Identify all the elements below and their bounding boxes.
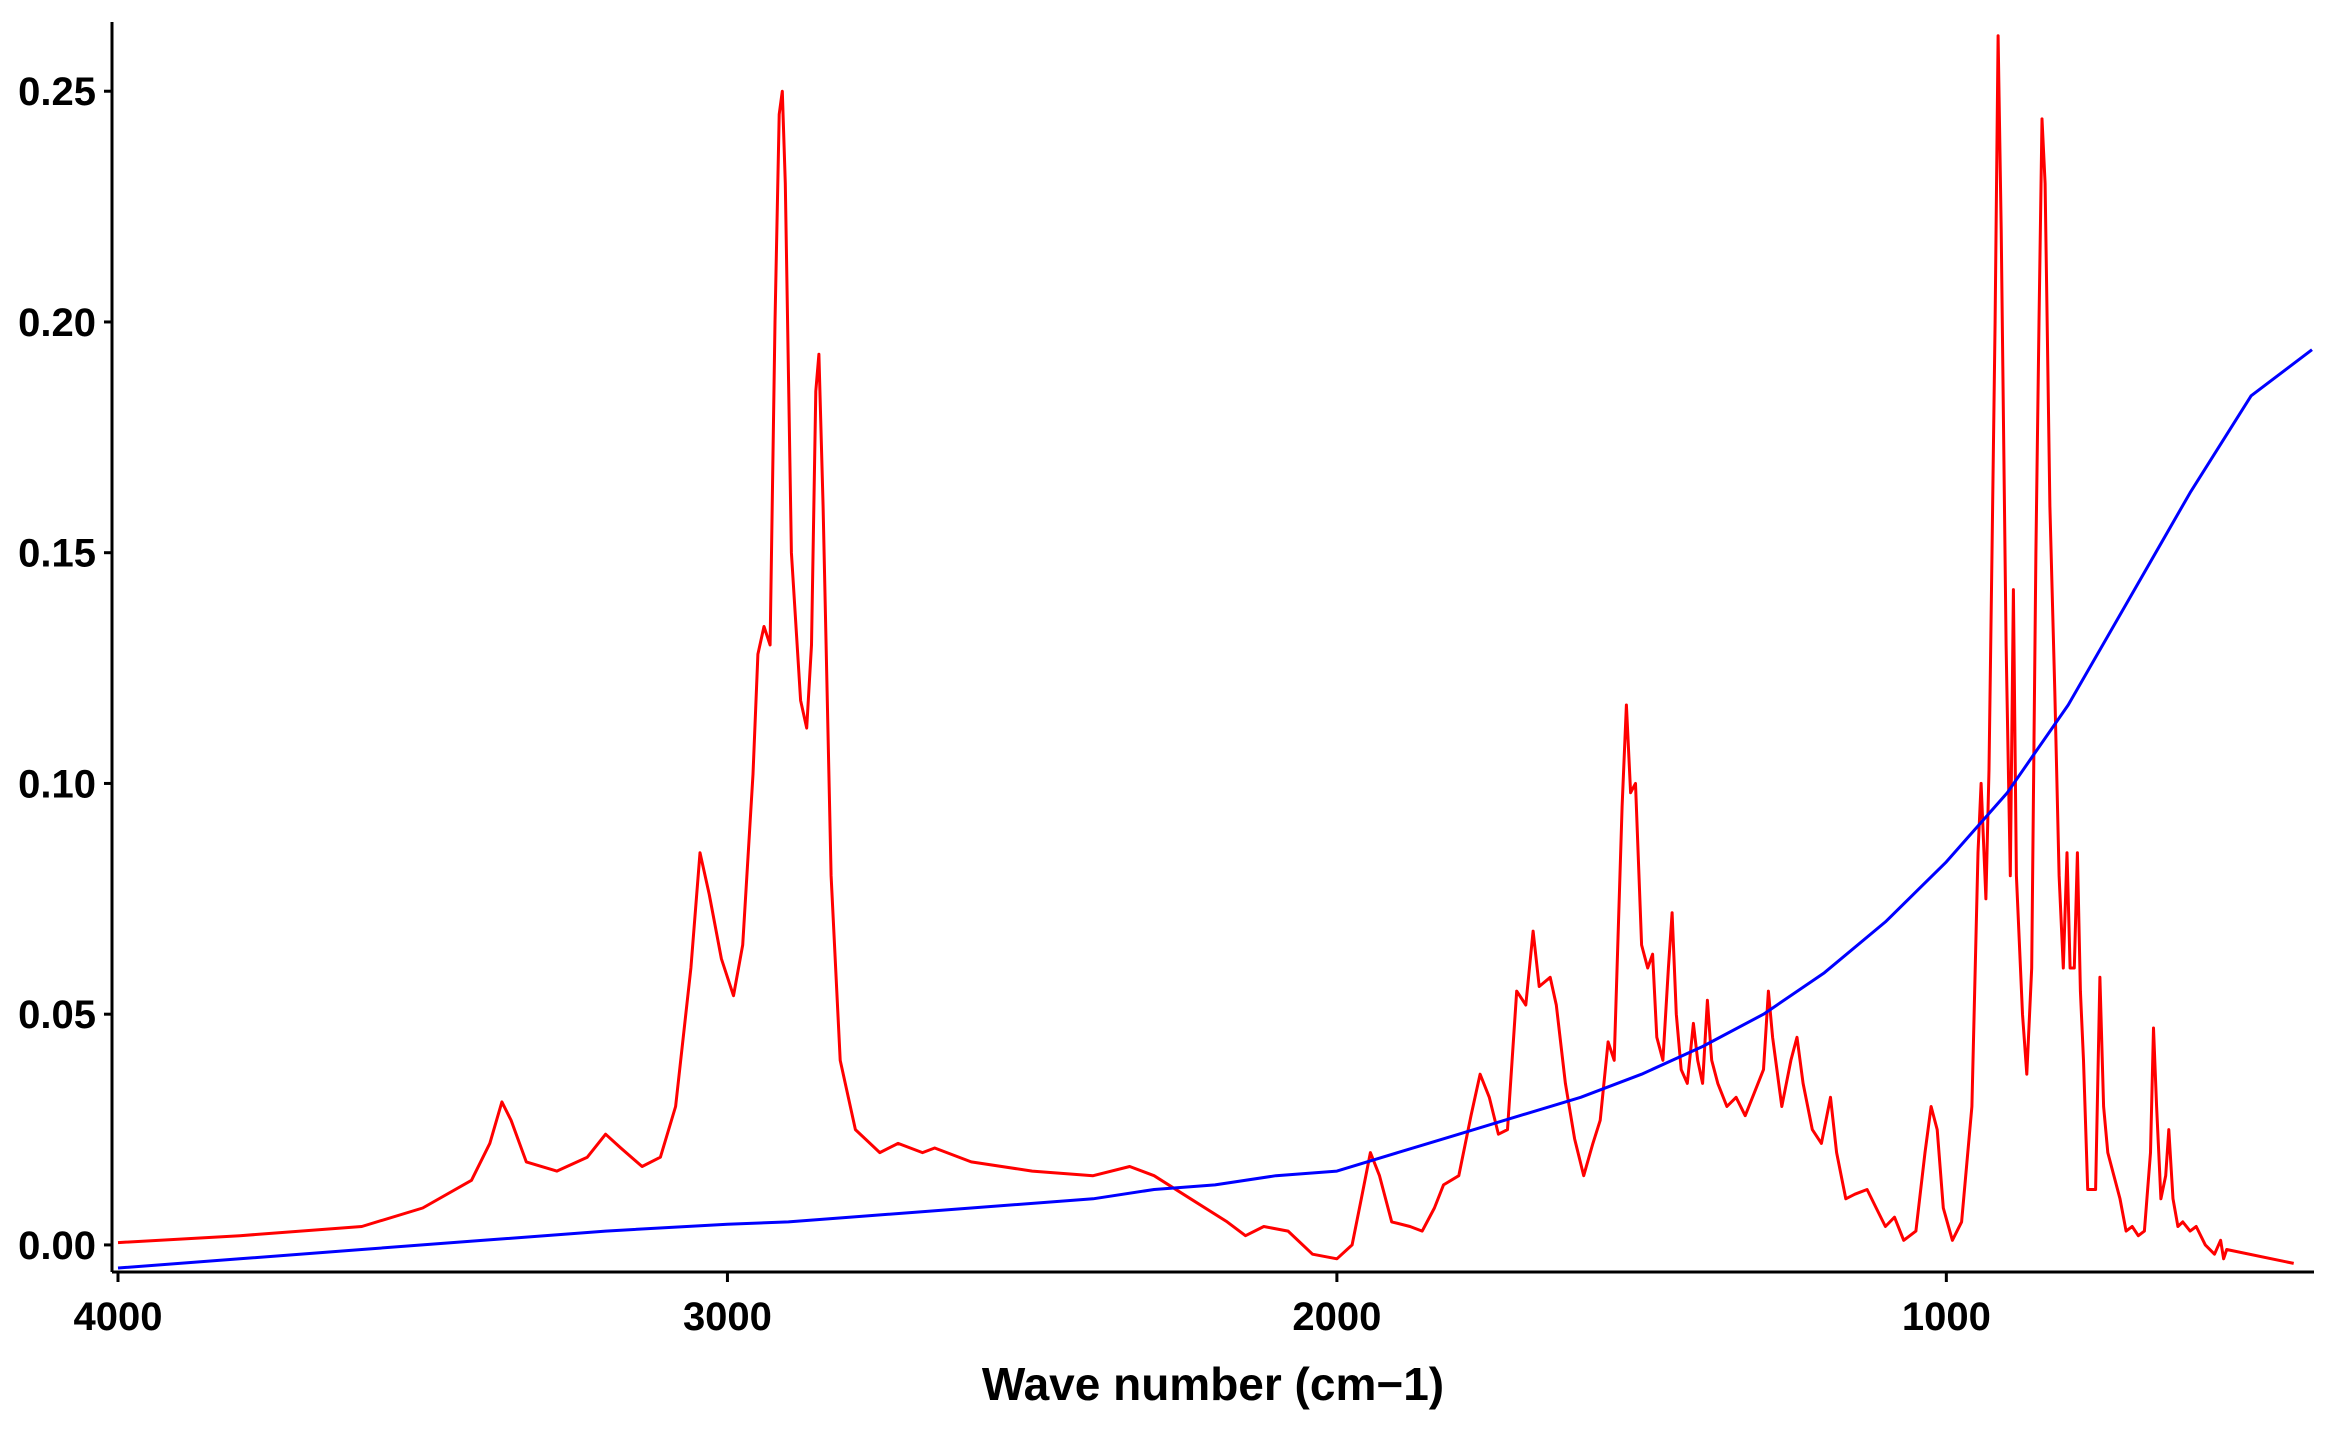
y-tick-label: 0.15	[18, 532, 96, 576]
series-line-0	[117, 34, 2295, 1265]
y-tick-label: 0.25	[18, 70, 96, 114]
series-layer	[117, 34, 2313, 1270]
y-tick-label: 0.20	[18, 301, 96, 345]
y-tick-label: 0.10	[18, 762, 96, 806]
y-tick-label: 0.05	[18, 993, 96, 1037]
series-line-1	[117, 348, 2313, 1270]
x-tick-label: 2000	[1292, 1295, 1381, 1339]
x-tick-label: 3000	[683, 1295, 772, 1339]
y-tick-label: 0.00	[18, 1224, 96, 1268]
y-ticks: 0.00 0.05 0.10 0.15 0.20 0.25	[18, 70, 112, 1268]
x-tick-label: 1000	[1902, 1295, 1991, 1339]
x-tick-label: 4000	[74, 1295, 163, 1339]
x-axis-title: Wave number (cm−1)	[982, 1358, 1444, 1410]
x-ticks: 4000 3000 2000 1000	[74, 1272, 1991, 1339]
